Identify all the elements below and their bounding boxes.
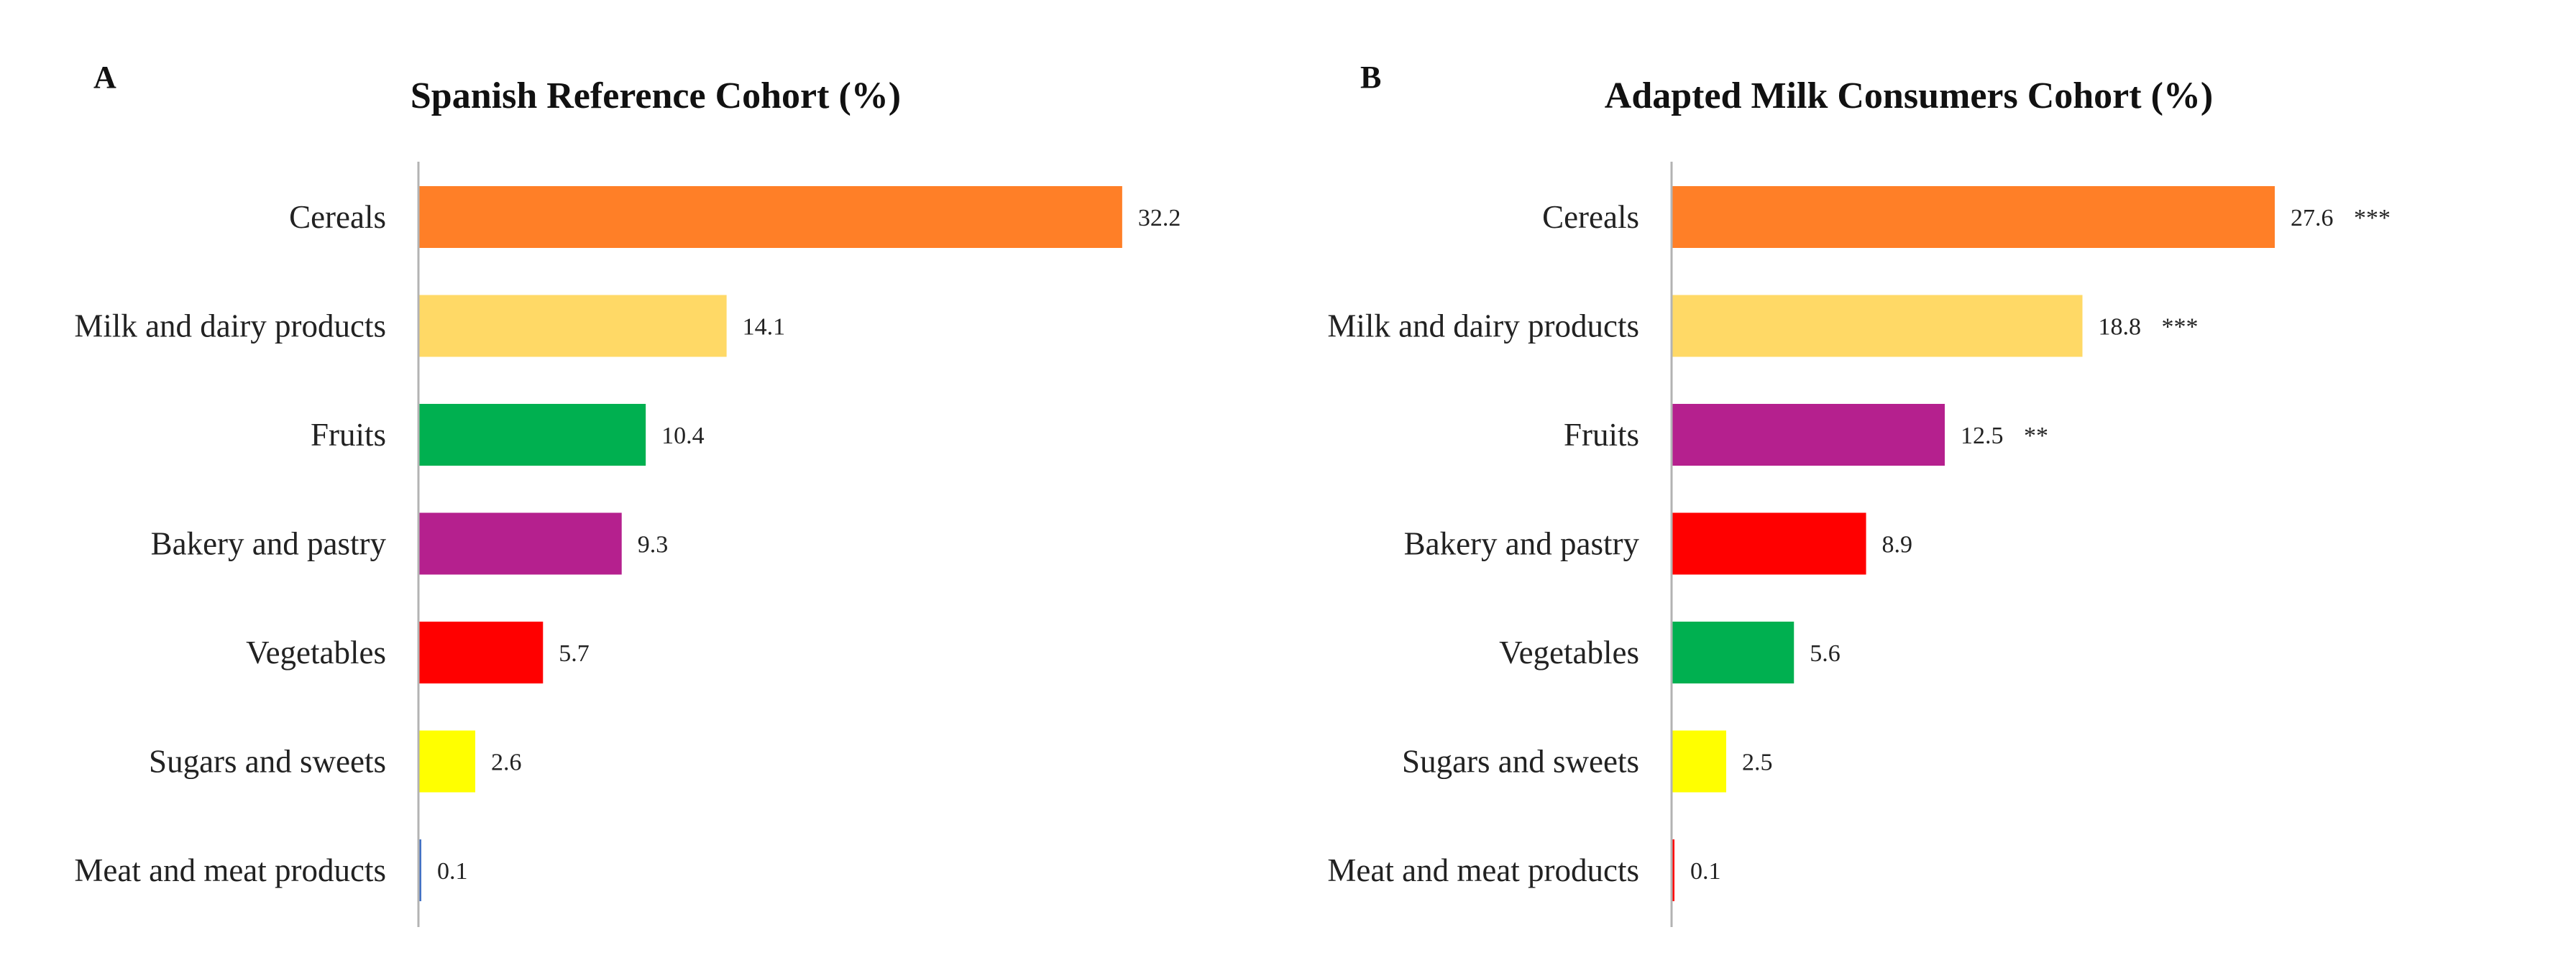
bar bbox=[1672, 404, 1945, 466]
bar bbox=[418, 404, 646, 466]
data-label: 0.1 bbox=[437, 858, 468, 885]
category-label: Fruits bbox=[311, 417, 386, 453]
category-label: Meat and meat products bbox=[1327, 852, 1639, 888]
category-label: Vegetables bbox=[246, 635, 386, 671]
data-label: 5.6 bbox=[1810, 640, 1841, 667]
bar bbox=[418, 295, 727, 357]
data-label: 14.1 bbox=[743, 314, 786, 341]
data-label: 2.5 bbox=[1742, 750, 1773, 776]
data-label: 0.1 bbox=[1690, 858, 1721, 885]
bar bbox=[418, 186, 1122, 248]
category-label: Milk and dairy products bbox=[1327, 308, 1639, 344]
panel-letter-b: B bbox=[1360, 60, 1381, 95]
bar bbox=[1672, 512, 1866, 575]
category-label: Sugars and sweets bbox=[1402, 744, 1639, 780]
category-label: Vegetables bbox=[1499, 635, 1639, 671]
category-label: Milk and dairy products bbox=[74, 308, 386, 344]
category-label: Sugars and sweets bbox=[149, 744, 386, 780]
data-label: 12.5 bbox=[1961, 423, 2004, 449]
data-label: 5.7 bbox=[559, 640, 590, 667]
chart-title-b: Adapted Milk Consumers Cohort (%) bbox=[1605, 75, 2213, 116]
bar bbox=[418, 730, 476, 793]
data-label: 18.8 bbox=[2099, 314, 2142, 341]
data-label: 32.2 bbox=[1138, 205, 1181, 231]
significance-marker: *** bbox=[2354, 205, 2391, 231]
category-label: Cereals bbox=[289, 199, 386, 235]
bar bbox=[418, 839, 421, 901]
category-label: Bakery and pastry bbox=[1404, 526, 1640, 562]
category-label: Meat and meat products bbox=[74, 852, 386, 888]
significance-marker: ** bbox=[2024, 423, 2048, 449]
bar bbox=[1672, 295, 2083, 357]
panel-letter-a: A bbox=[93, 60, 116, 95]
category-label: Fruits bbox=[1564, 417, 1639, 453]
bar bbox=[1672, 730, 1726, 793]
bar bbox=[1672, 622, 1795, 683]
bar bbox=[1672, 839, 1674, 901]
data-label: 9.3 bbox=[638, 532, 669, 558]
chart-title-a: Spanish Reference Cohort (%) bbox=[411, 75, 901, 116]
significance-marker: *** bbox=[2162, 314, 2199, 341]
bar bbox=[418, 622, 544, 683]
chart-panel-a: A Spanish Reference Cohort (%) Cereals 32.2… bbox=[74, 60, 1181, 927]
category-label: Cereals bbox=[1542, 199, 1639, 235]
chart-panel-b: B Adapted Milk Consumers Cohort (%) Cereal… bbox=[1327, 60, 2391, 927]
data-label: 10.4 bbox=[661, 423, 705, 449]
data-label: 27.6 bbox=[2291, 205, 2334, 231]
category-label: Bakery and pastry bbox=[151, 526, 387, 562]
bar bbox=[418, 512, 622, 575]
data-label: 8.9 bbox=[1882, 532, 1913, 558]
bar bbox=[1672, 186, 2275, 248]
data-label: 2.6 bbox=[491, 750, 522, 776]
